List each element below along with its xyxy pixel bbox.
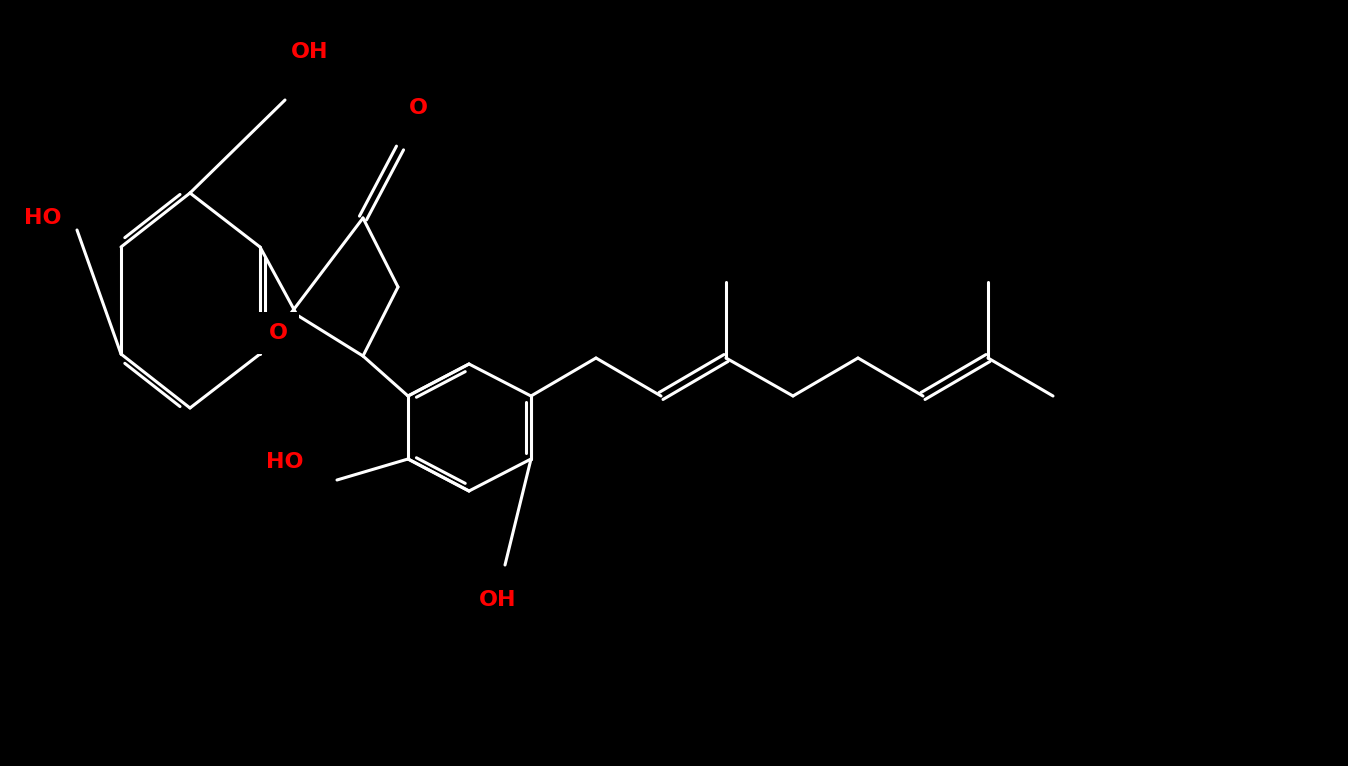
Text: HO: HO	[267, 452, 303, 472]
Text: OH: OH	[480, 590, 516, 610]
Text: OH: OH	[291, 42, 329, 62]
Text: HO: HO	[24, 208, 62, 228]
Text: O: O	[408, 98, 427, 118]
Text: O: O	[268, 323, 287, 343]
